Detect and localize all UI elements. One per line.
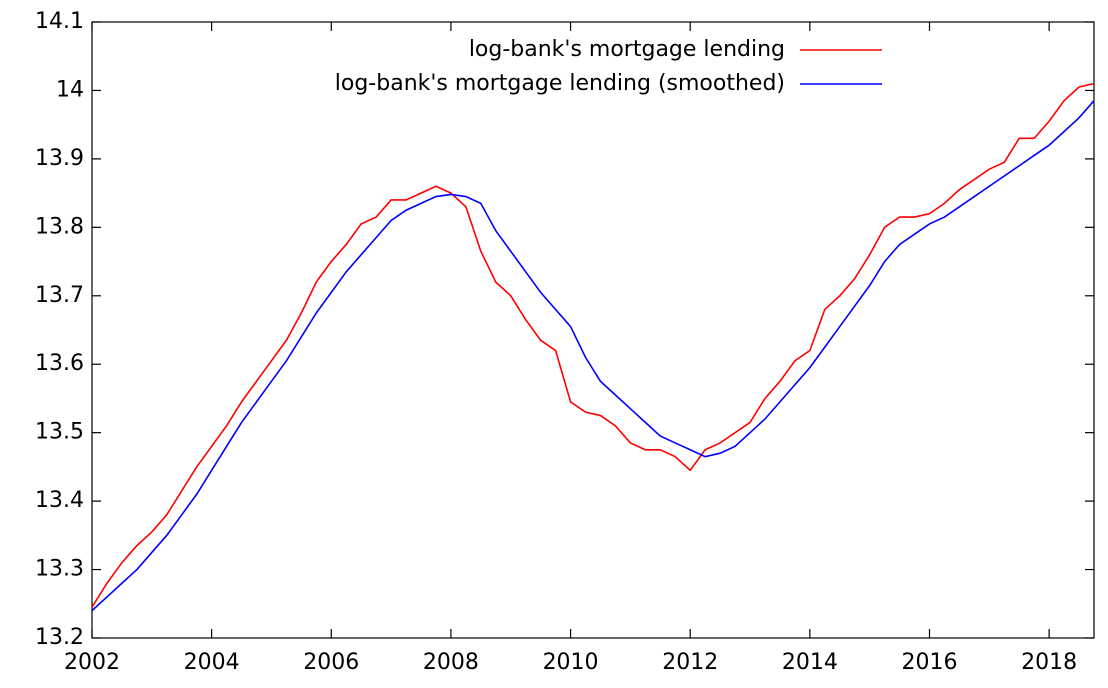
plot-frame	[91, 21, 1095, 639]
x-tick-label: 2018	[1021, 650, 1077, 675]
y-tick-label: 14.1	[35, 9, 84, 34]
legend-label: log-bank's mortgage lending (smoothed)	[335, 71, 785, 96]
y-tick-label: 13.7	[35, 283, 84, 308]
series-line	[91, 82, 1095, 608]
series-line	[91, 100, 1095, 612]
x-tick-label: 2014	[782, 650, 838, 675]
x-tick-label: 2002	[64, 650, 120, 675]
y-tick-label: 13.3	[35, 557, 84, 582]
legend-label: log-bank's mortgage lending	[469, 37, 785, 62]
y-tick-label: 13.9	[35, 146, 84, 171]
x-tick-label: 2004	[184, 650, 240, 675]
y-tick-label: 13.5	[35, 420, 84, 445]
x-tick-label: 2006	[303, 650, 359, 675]
x-tick-label: 2008	[423, 650, 479, 675]
x-tick-label: 2010	[543, 650, 599, 675]
y-tick-label: 13.6	[35, 351, 84, 376]
x-tick-label: 2016	[901, 650, 957, 675]
y-tick-label: 13.8	[35, 214, 84, 239]
y-tick-label: 14	[56, 77, 84, 102]
x-tick-label: 2012	[662, 650, 718, 675]
y-tick-label: 13.4	[35, 488, 84, 513]
y-tick-label: 13.2	[35, 625, 84, 650]
